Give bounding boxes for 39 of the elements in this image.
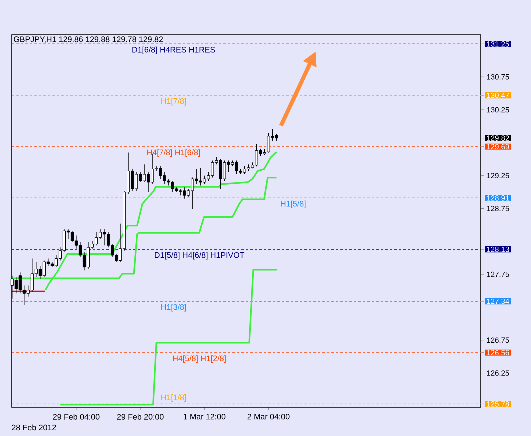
- candlestick: [267, 132, 270, 154]
- candlestick: [14, 276, 18, 294]
- candlestick: [94, 232, 98, 246]
- candlestick: [171, 180, 174, 193]
- candlestick: [30, 258, 34, 293]
- ref-line-label: H4[7/8] H1[6/8]: [148, 150, 200, 158]
- ref-line-label: H4[5/8] H1[2/8]: [173, 356, 226, 364]
- ref-line-label: D1[6/8] H4RES H1RES: [132, 46, 216, 54]
- candlestick: [131, 168, 134, 192]
- x-tick-label: 29 Feb 04:00: [53, 414, 100, 420]
- x-tick-label: 2 Mar 04:00: [248, 414, 290, 420]
- ref-line-label: H1[1/8]: [162, 394, 186, 402]
- candlestick: [147, 172, 150, 193]
- candlestick: [38, 266, 42, 280]
- candlestick: [191, 178, 194, 210]
- candlestick: [42, 260, 46, 278]
- candlestick: [18, 272, 22, 294]
- candlestick: [211, 160, 214, 178]
- ref-line-label: H1[3/8]: [162, 304, 186, 312]
- candlestick: [159, 166, 162, 180]
- ref-line-label: H1[7/8]: [162, 98, 186, 106]
- candlestick: [163, 172, 166, 185]
- candlestick: [219, 159, 222, 190]
- ref-line-label: H1[5/8]: [281, 200, 306, 208]
- candlestick: [135, 172, 138, 192]
- x-tick-label: 29 Feb 20:00: [117, 414, 164, 420]
- candlestick: [223, 160, 226, 182]
- ref-line-label: D1[5/8] H4[6/8] H1PIVOT: [155, 252, 245, 260]
- candlestick: [143, 164, 146, 183]
- candlestick: [255, 144, 258, 167]
- candlestick: [183, 187, 186, 200]
- candlestick: [102, 228, 106, 246]
- candlestick: [70, 230, 74, 243]
- candlestick: [86, 242, 90, 270]
- chart-title: GBPJPY,H1 129.86 129.88 129.78 129.82: [14, 36, 164, 44]
- text: 28 Feb 2012: [12, 424, 56, 431]
- candlestick: [235, 160, 238, 175]
- x-tick-label: 1 Mar 12:00: [184, 414, 226, 420]
- candlestick: [199, 168, 202, 186]
